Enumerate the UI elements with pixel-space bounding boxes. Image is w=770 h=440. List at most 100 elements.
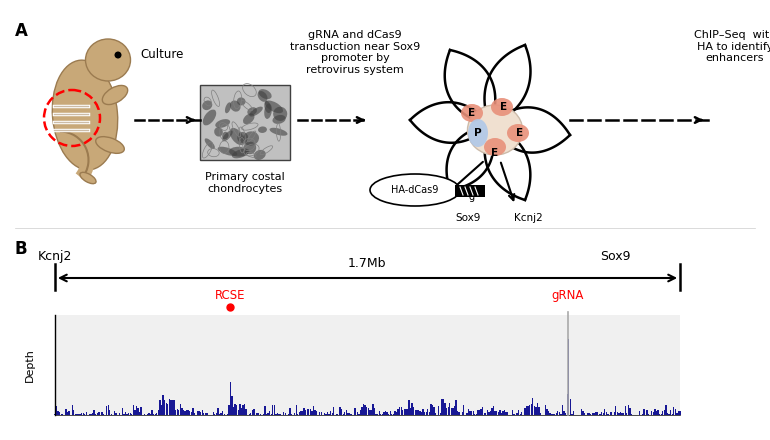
Bar [369,411,370,415]
Bar [305,410,306,415]
Bar [423,409,424,415]
Bar [400,407,402,415]
Bar [527,406,529,415]
Bar [620,412,621,415]
Bar [155,414,156,415]
Bar [220,413,222,415]
Bar [524,408,526,415]
Bar [446,408,447,415]
Bar [179,404,181,415]
Bar [471,411,472,415]
Bar [85,412,87,415]
Bar [236,406,237,415]
Circle shape [115,51,122,59]
Bar [643,409,644,415]
Bar [275,414,276,415]
Bar [256,413,258,415]
Bar [92,413,93,415]
Bar [367,408,369,415]
Ellipse shape [229,147,248,157]
Bar [297,414,299,415]
Bar [87,414,89,415]
Bar [161,405,162,415]
Bar [162,395,164,415]
Bar [223,414,225,415]
Bar [203,413,205,415]
Bar [186,410,187,415]
Bar [308,409,310,415]
Bar [482,407,484,415]
Ellipse shape [230,100,240,112]
Ellipse shape [243,132,259,146]
Bar [360,410,361,415]
Bar [521,412,523,415]
Bar [219,414,220,415]
Bar [581,409,582,415]
Bar [494,411,496,415]
Bar [520,414,521,415]
Ellipse shape [237,132,248,143]
Bar [474,414,475,415]
Bar [676,413,678,415]
Bar [75,414,76,415]
Bar [175,410,176,415]
Bar [216,413,217,415]
Bar [458,412,460,415]
Text: 1.7Mb: 1.7Mb [348,257,387,270]
Bar [570,400,571,415]
Bar [393,414,394,415]
Bar [349,413,350,415]
Bar [197,411,198,415]
Bar [166,403,167,415]
Bar [573,411,574,415]
Text: Sox9: Sox9 [600,250,631,263]
Ellipse shape [258,91,267,102]
Bar [206,413,208,415]
Bar [320,411,322,415]
Bar [534,406,535,415]
Bar [184,411,186,415]
Bar [679,411,681,415]
Bar [156,413,158,415]
Ellipse shape [102,85,128,105]
Bar [131,414,132,415]
Ellipse shape [218,147,237,156]
Bar [537,403,538,415]
Bar [394,411,396,415]
Bar [518,411,519,415]
Bar [673,407,675,415]
Bar [450,407,452,415]
Bar [58,411,59,415]
Ellipse shape [247,107,257,115]
Text: Primary costal
chondrocytes: Primary costal chondrocytes [205,172,285,194]
Bar [479,410,480,415]
Ellipse shape [258,126,267,133]
Ellipse shape [270,128,287,136]
Bar [187,410,189,415]
Bar [67,412,69,415]
Bar [306,409,308,415]
Bar [84,414,85,415]
Bar [222,411,223,415]
Bar [266,414,267,415]
Bar [432,405,434,415]
Text: E: E [491,148,498,158]
Text: E: E [500,102,507,112]
Bar [344,412,346,415]
Bar [343,414,344,415]
Bar [355,408,357,415]
Text: ChIP–Seq  with
HA to identify
enhancers: ChIP–Seq with HA to identify enhancers [694,30,770,63]
Bar [313,406,314,415]
Bar [497,412,499,415]
Ellipse shape [461,104,483,122]
Ellipse shape [507,124,529,142]
Ellipse shape [85,39,130,81]
Bar [403,409,405,415]
Bar [529,405,531,415]
Bar [565,413,566,415]
Bar [228,405,229,415]
Bar [487,410,488,415]
Bar [678,411,679,415]
Bar [499,410,501,415]
Text: RCSE: RCSE [215,289,246,302]
